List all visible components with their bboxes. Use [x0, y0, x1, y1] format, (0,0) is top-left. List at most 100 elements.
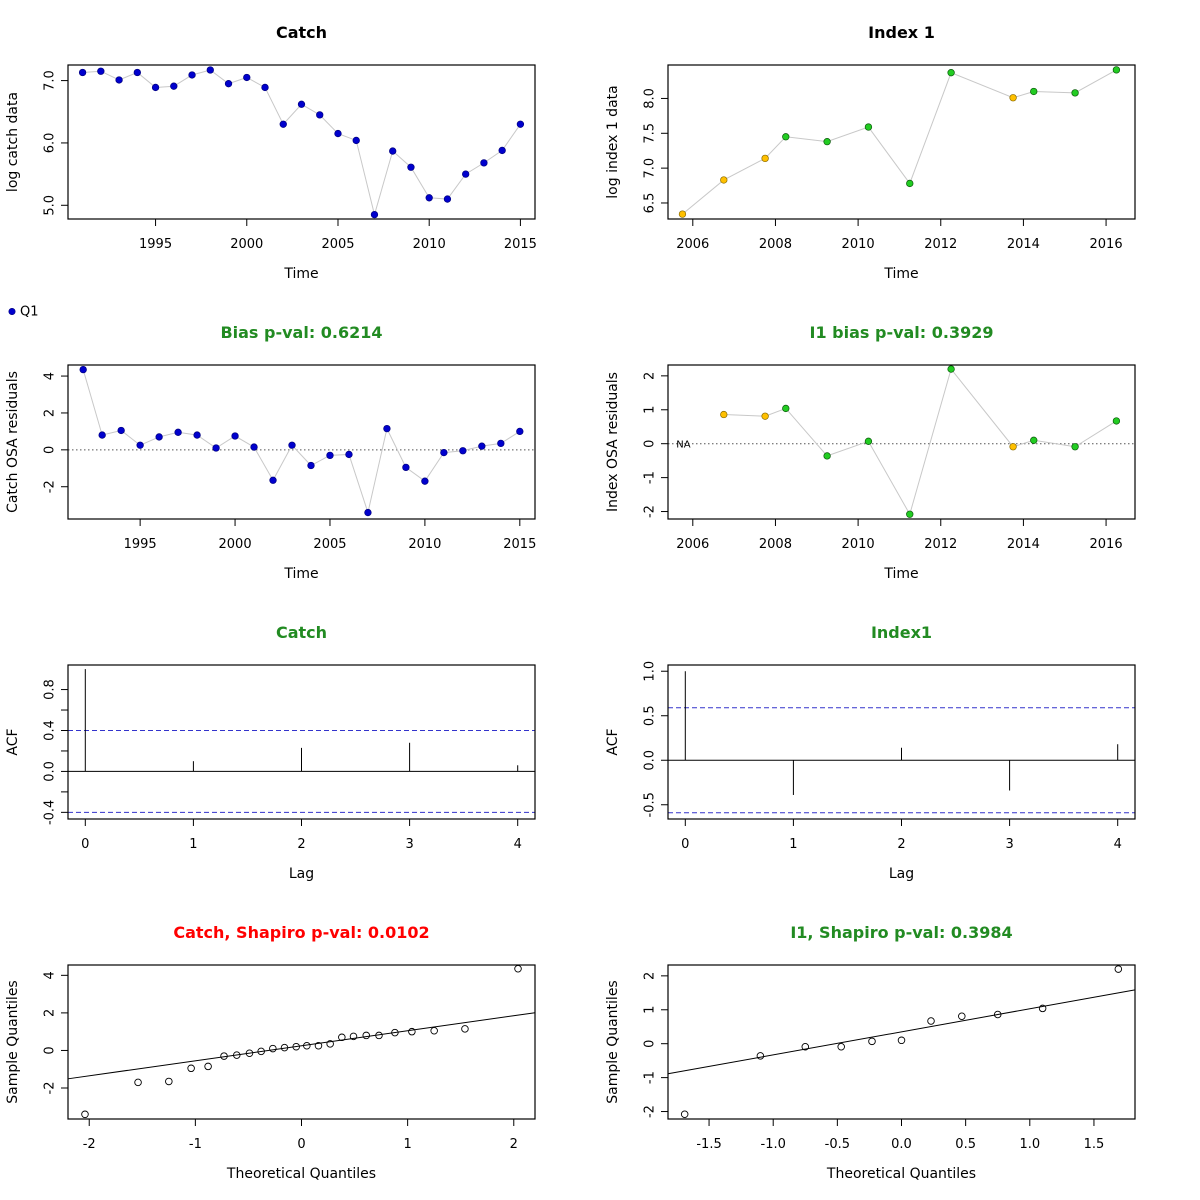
x-tick-label: 1: [403, 1137, 411, 1152]
y-tick-label: 7.5: [643, 123, 658, 144]
y-tick-label: 0: [643, 440, 658, 448]
data-point: [425, 194, 433, 202]
y-tick-label: 5.0: [43, 195, 58, 216]
data-point: [326, 1040, 334, 1048]
data-point: [170, 82, 178, 90]
data-point: [352, 136, 360, 145]
x-tick-label: 2008: [759, 237, 792, 252]
data-point: [151, 83, 160, 92]
data-point: [362, 1031, 370, 1040]
y-tick-label: 4: [43, 372, 58, 380]
data-point: [720, 410, 728, 419]
data-point: [261, 83, 269, 92]
data-point: [402, 463, 410, 472]
y-tick-label: 2: [643, 972, 658, 980]
data-point: [720, 176, 728, 184]
data-point: [389, 147, 397, 155]
series-line: [82, 69, 521, 217]
data-point: [678, 210, 687, 218]
y-tick-label: -2: [643, 1105, 658, 1118]
x-tick-label: 2015: [503, 537, 536, 552]
x-tick-label: 3: [405, 837, 413, 852]
data-point: [761, 412, 769, 420]
y-tick-label: 0: [643, 1040, 658, 1048]
data-point: [220, 1052, 228, 1060]
na-label: NA: [676, 440, 690, 451]
y-axis-label: ACF: [5, 728, 21, 755]
x-tick-label: 2005: [313, 537, 346, 552]
data-point: [868, 1037, 876, 1046]
data-point: [204, 1062, 212, 1071]
x-axis-label: Theoretical Quantiles: [826, 1166, 976, 1182]
x-tick-label: -1: [189, 1137, 202, 1152]
data-point: [231, 432, 239, 440]
data-point: [316, 111, 324, 119]
data-point: [193, 431, 201, 439]
data-point: [516, 427, 524, 436]
panel-catch-obs: Catch Time log catch data 1995 2000 2005 2010 2…: [5, 23, 537, 282]
y-tick-label: 2: [643, 372, 658, 380]
data-point: [370, 210, 379, 219]
data-point: [269, 476, 277, 484]
data-point: [421, 477, 429, 485]
y-tick-label: -0.4: [43, 800, 58, 825]
qq-reference-line: [667, 989, 1136, 1075]
x-tick-label: 4: [514, 837, 522, 852]
data-point: [823, 452, 831, 460]
data-point: [801, 1042, 810, 1051]
x-tick-label: -1.5: [696, 1137, 721, 1152]
data-point: [212, 444, 220, 452]
x-tick-label: 1.0: [1019, 1137, 1040, 1152]
data-point: [115, 76, 123, 84]
data-point: [1112, 66, 1121, 74]
data-point: [187, 1064, 195, 1073]
data-point: [408, 1027, 416, 1036]
y-tick-label: 0: [43, 1046, 58, 1054]
data-point: [243, 73, 251, 82]
chart-title: I1, Shapiro p-val: 0.3984: [790, 923, 1012, 942]
data-point: [440, 448, 448, 457]
data-point: [314, 1042, 323, 1050]
data-point: [297, 100, 306, 108]
y-tick-label: -2: [643, 505, 658, 518]
data-point: [514, 965, 522, 973]
x-tick-label: 2015: [504, 237, 537, 252]
plot-frame: [667, 364, 1136, 520]
series-line: [82, 369, 521, 515]
x-tick-label: 2014: [1007, 237, 1040, 252]
x-tick-label: 2016: [1090, 237, 1123, 252]
data-point: [245, 1049, 254, 1058]
x-tick-label: 2: [297, 837, 305, 852]
chart-title: Catch: [276, 23, 327, 42]
x-axis-label: Time: [283, 566, 318, 582]
data-point: [761, 154, 769, 163]
data-point: [756, 1052, 765, 1060]
y-axis-label: log catch data: [5, 92, 21, 192]
data-point: [823, 138, 831, 146]
x-tick-label: -1.0: [761, 1137, 786, 1152]
data-point: [927, 1017, 935, 1025]
data-point: [1038, 1004, 1047, 1013]
y-tick-label: -1: [643, 1071, 658, 1084]
data-point: [98, 431, 106, 439]
y-axis-label: ACF: [605, 728, 621, 755]
panel-index-obs: Index 1 Time log index 1 data 2006 2008 2010 2…: [605, 23, 1136, 282]
x-tick-label: 2012: [924, 537, 957, 552]
x-tick-label: 2005: [321, 237, 354, 252]
data-point: [292, 1042, 300, 1051]
data-point: [1030, 87, 1038, 96]
data-point: [326, 451, 334, 460]
plot-frame: [67, 664, 536, 820]
data-point: [459, 447, 467, 455]
x-tick-label: 2016: [1090, 537, 1123, 552]
chart-title: Index 1: [868, 23, 935, 42]
y-tick-label: 0.8: [43, 679, 58, 700]
y-tick-label: 8.0: [643, 88, 658, 109]
data-point: [1009, 94, 1017, 102]
data-point: [279, 120, 287, 128]
y-tick-label: 1.0: [643, 661, 658, 682]
y-tick-label: -2: [43, 1082, 58, 1095]
data-point: [1114, 965, 1123, 973]
data-point: [1071, 443, 1079, 451]
y-tick-label: 7.0: [643, 158, 658, 179]
